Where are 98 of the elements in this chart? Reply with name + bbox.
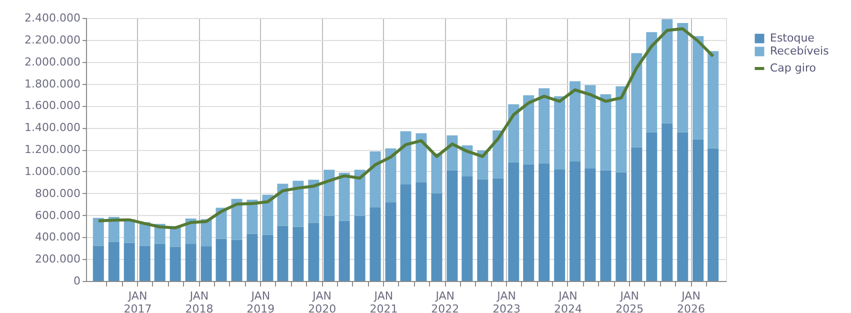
bar	[538, 163, 550, 281]
x-tick-label: JAN 2024	[554, 290, 582, 313]
bar	[154, 244, 166, 281]
bar	[139, 246, 150, 281]
bar	[508, 104, 520, 162]
bar	[292, 180, 304, 227]
bar	[324, 170, 335, 216]
y-tick-label: 0	[74, 274, 80, 288]
bar	[584, 168, 596, 281]
y-tick-label: 1.400.000	[24, 121, 80, 134]
bar	[616, 86, 627, 172]
legend-label: Recebíveis	[770, 44, 830, 58]
legend-label: Estoque	[770, 32, 815, 44]
bar	[216, 238, 227, 281]
bar	[262, 194, 274, 235]
bar	[308, 180, 320, 223]
bar	[616, 172, 627, 281]
y-tick-label: 1.600.000	[24, 99, 80, 112]
bar	[324, 216, 335, 281]
bar	[370, 151, 381, 208]
bar	[277, 184, 288, 226]
bar	[631, 53, 642, 148]
bar	[523, 95, 534, 164]
y-tick-label: 600.000	[35, 208, 80, 222]
y-tick-label: 200.000	[35, 252, 80, 266]
bar	[400, 184, 412, 281]
bar	[292, 226, 304, 281]
bar	[692, 139, 704, 281]
bar	[677, 23, 688, 132]
bar	[570, 161, 581, 281]
bar	[370, 207, 381, 281]
bar	[554, 96, 566, 170]
bar	[446, 170, 458, 281]
x-tick-label: JAN 2019	[246, 290, 275, 313]
line-series	[96, 27, 715, 230]
x-tick-label: JAN 2025	[616, 290, 644, 313]
bar	[538, 88, 550, 164]
bar	[554, 169, 566, 281]
x-tick-label: JAN 2022	[431, 290, 460, 313]
bar	[338, 220, 350, 281]
bar	[646, 32, 658, 132]
bar	[477, 179, 488, 281]
bar	[385, 202, 396, 281]
bar	[677, 132, 688, 281]
bar	[692, 36, 704, 140]
x-tick-label: JAN 2020	[308, 290, 336, 313]
y-tick-label: 2.200.000	[24, 33, 80, 46]
bar	[170, 246, 181, 281]
y-tick-label: 2.000.000	[24, 55, 80, 68]
bar	[600, 94, 612, 170]
y-tick-label: 800.000	[35, 186, 80, 200]
bar	[185, 244, 196, 281]
bar	[631, 147, 642, 281]
bar	[431, 153, 442, 194]
bar	[600, 170, 612, 281]
x-tick-label: JAN 2021	[370, 290, 398, 313]
bar	[492, 178, 504, 281]
bar	[92, 246, 104, 281]
bar	[246, 200, 258, 234]
bar	[385, 148, 396, 203]
bar	[492, 130, 504, 178]
y-tick-label: 1.000.000	[24, 164, 80, 178]
bar	[231, 198, 242, 240]
bar	[584, 85, 596, 168]
bar	[416, 133, 427, 182]
bar	[400, 131, 412, 184]
bar	[646, 132, 658, 281]
bar	[200, 246, 212, 281]
bar	[108, 242, 120, 281]
bar	[354, 216, 366, 281]
y-tick-label: 2.400.000	[24, 12, 80, 24]
x-tick-label: JAN 2017	[124, 290, 152, 313]
bar	[338, 172, 350, 221]
bar	[308, 222, 320, 281]
x-tick-label: JAN 2023	[492, 290, 521, 313]
bar	[416, 182, 427, 281]
bar	[124, 242, 135, 281]
y-tick-label: 400.000	[35, 230, 80, 244]
bar	[246, 234, 258, 281]
y-tick-label: 1.800.000	[24, 77, 80, 90]
bar	[508, 162, 520, 281]
bar	[431, 193, 442, 281]
y-tick-label: 1.200.000	[24, 143, 80, 156]
legend-label: Cap giro	[770, 62, 816, 74]
x-tick-label: JAN 2026	[677, 290, 706, 313]
bar	[570, 81, 581, 162]
bar	[708, 51, 719, 148]
bar	[354, 170, 366, 216]
bar	[92, 218, 104, 246]
bar	[262, 234, 274, 281]
bar	[662, 123, 673, 281]
bar	[662, 19, 673, 124]
bar	[231, 240, 242, 281]
bar	[708, 148, 719, 281]
bar	[462, 176, 473, 281]
x-tick-label: JAN 2018	[185, 290, 214, 313]
bar	[523, 164, 534, 281]
bar	[277, 226, 288, 281]
